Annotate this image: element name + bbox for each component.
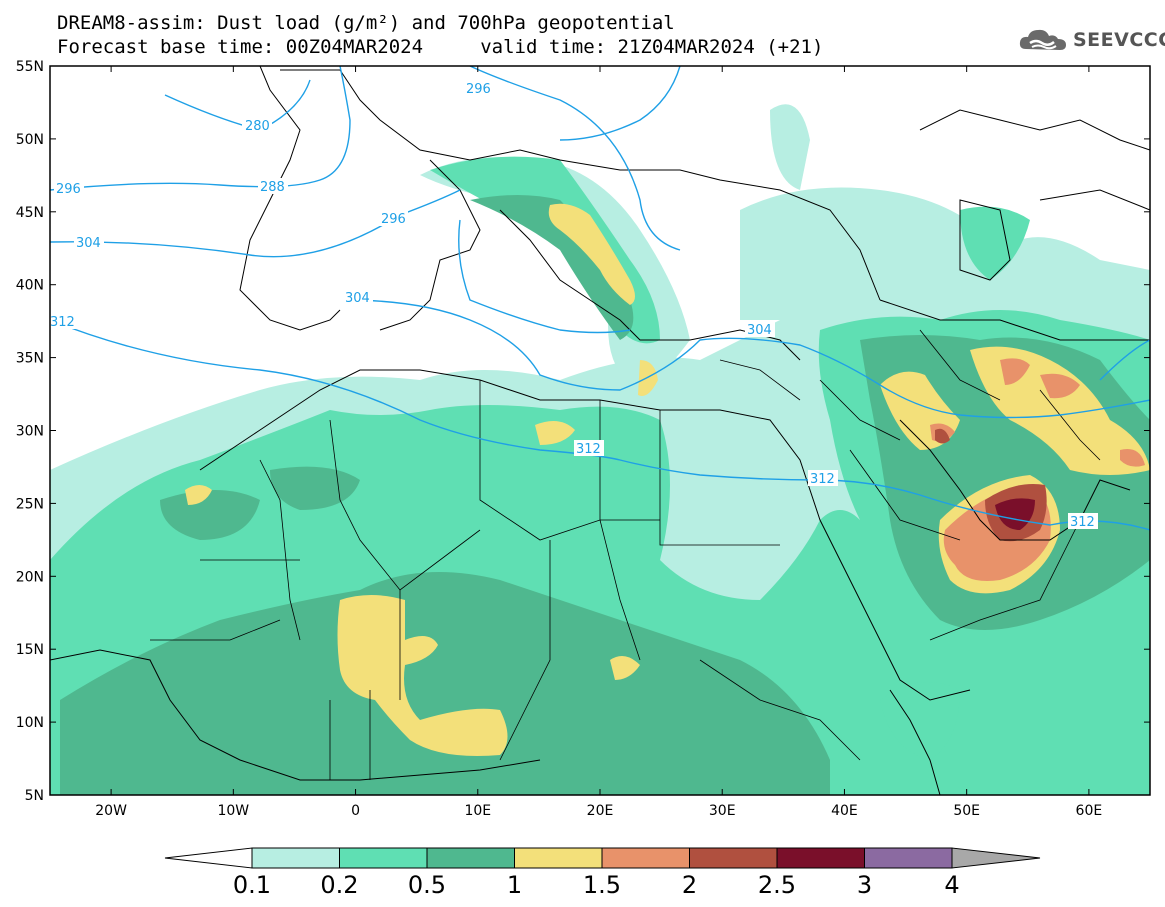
- lat-tick-label: 35N: [16, 351, 44, 367]
- contour-label: 280: [245, 119, 270, 134]
- colorbar-under-triangle: [164, 847, 253, 869]
- colorbar-segment: [251, 847, 340, 869]
- colorbar-segment: [426, 847, 515, 869]
- colorbar-label: 1: [507, 871, 522, 899]
- contour-label: 312: [50, 315, 75, 330]
- lat-tick-label: 10N: [16, 715, 44, 731]
- lat-tick-label: 5N: [25, 788, 44, 804]
- lon-tick-label: 60E: [1076, 803, 1103, 819]
- contour-label: 312: [810, 472, 835, 487]
- colorbar-label: 1.5: [583, 871, 621, 899]
- colorbar-label: 0.2: [320, 871, 358, 899]
- colorbar-segment: [339, 847, 428, 869]
- contour-label: 304: [747, 323, 772, 338]
- lon-tick-label: 40E: [831, 803, 858, 819]
- colorbar-segment: [864, 847, 953, 869]
- colorbar-segment: [776, 847, 865, 869]
- colorbar-segment: [689, 847, 778, 869]
- lon-tick-label: 0: [351, 803, 360, 819]
- lat-tick-label: 20N: [16, 569, 44, 585]
- colorbar-segment: [514, 847, 603, 869]
- logo-text: SEEVCCC: [1073, 29, 1165, 51]
- lat-tick-label: 25N: [16, 496, 44, 512]
- colorbar-segment: [601, 847, 690, 869]
- contour-label: 304: [345, 291, 370, 306]
- lon-tick-label: 50E: [953, 803, 980, 819]
- lat-tick-label: 55N: [16, 59, 44, 75]
- lat-tick-label: 40N: [16, 278, 44, 294]
- colorbar-label: 2: [682, 871, 697, 899]
- colorbar-label: 0.5: [408, 871, 446, 899]
- chart-title: DREAM8-assim: Dust load (g/m²) and 700hP…: [57, 12, 675, 34]
- colorbar-label: 2.5: [758, 871, 796, 899]
- lat-tick-label: 30N: [16, 424, 44, 440]
- lat-tick-label: 45N: [16, 205, 44, 221]
- seevccc-logo: SEEVCCC: [1018, 27, 1165, 53]
- contour-label: 288: [260, 180, 285, 195]
- contour-label: 304: [76, 236, 101, 251]
- latitude-axis: 55N 50N 45N 40N 35N 30N 25N 20N 15N 10N 5N: [16, 59, 1150, 804]
- country-borders: [150, 329, 1101, 780]
- contour-label: 296: [56, 182, 81, 197]
- lon-tick-label: 20W: [95, 803, 127, 819]
- longitude-axis: 20W 10W 0 10E 20E 30E 40E 50E 60E: [95, 66, 1102, 819]
- colorbar-label: 3: [857, 871, 872, 899]
- lat-tick-label: 50N: [16, 132, 44, 148]
- lon-tick-label: 10E: [464, 803, 491, 819]
- colorbar-over-triangle: [951, 847, 1041, 869]
- contour-label: 296: [381, 212, 406, 227]
- contour-label: 296: [466, 82, 491, 97]
- lon-tick-label: 30E: [709, 803, 736, 819]
- contour-label: 312: [576, 442, 601, 457]
- dust-field-darkred: [995, 498, 1035, 530]
- lon-tick-label: 20E: [587, 803, 614, 819]
- contour-labels: 280 288 296 296 296 304 304 304 312 312 …: [50, 80, 1098, 530]
- cloud-logo-icon: [1019, 29, 1066, 50]
- lat-tick-label: 15N: [16, 642, 44, 658]
- map-area: 280 288 296 296 296 304 304 304 312 312 …: [50, 66, 1150, 795]
- colorbar-label: 0.1: [233, 871, 271, 899]
- lon-tick-label: 10W: [217, 803, 249, 819]
- colorbar: 0.1 0.2 0.5 1 1.5 2 2.5 3 4: [164, 847, 1041, 899]
- colorbar-label: 4: [944, 871, 959, 899]
- coastlines: [50, 66, 1150, 795]
- contour-label: 312: [1070, 515, 1095, 530]
- chart-subtitle: Forecast base time: 00Z04MAR2024 valid t…: [57, 36, 824, 58]
